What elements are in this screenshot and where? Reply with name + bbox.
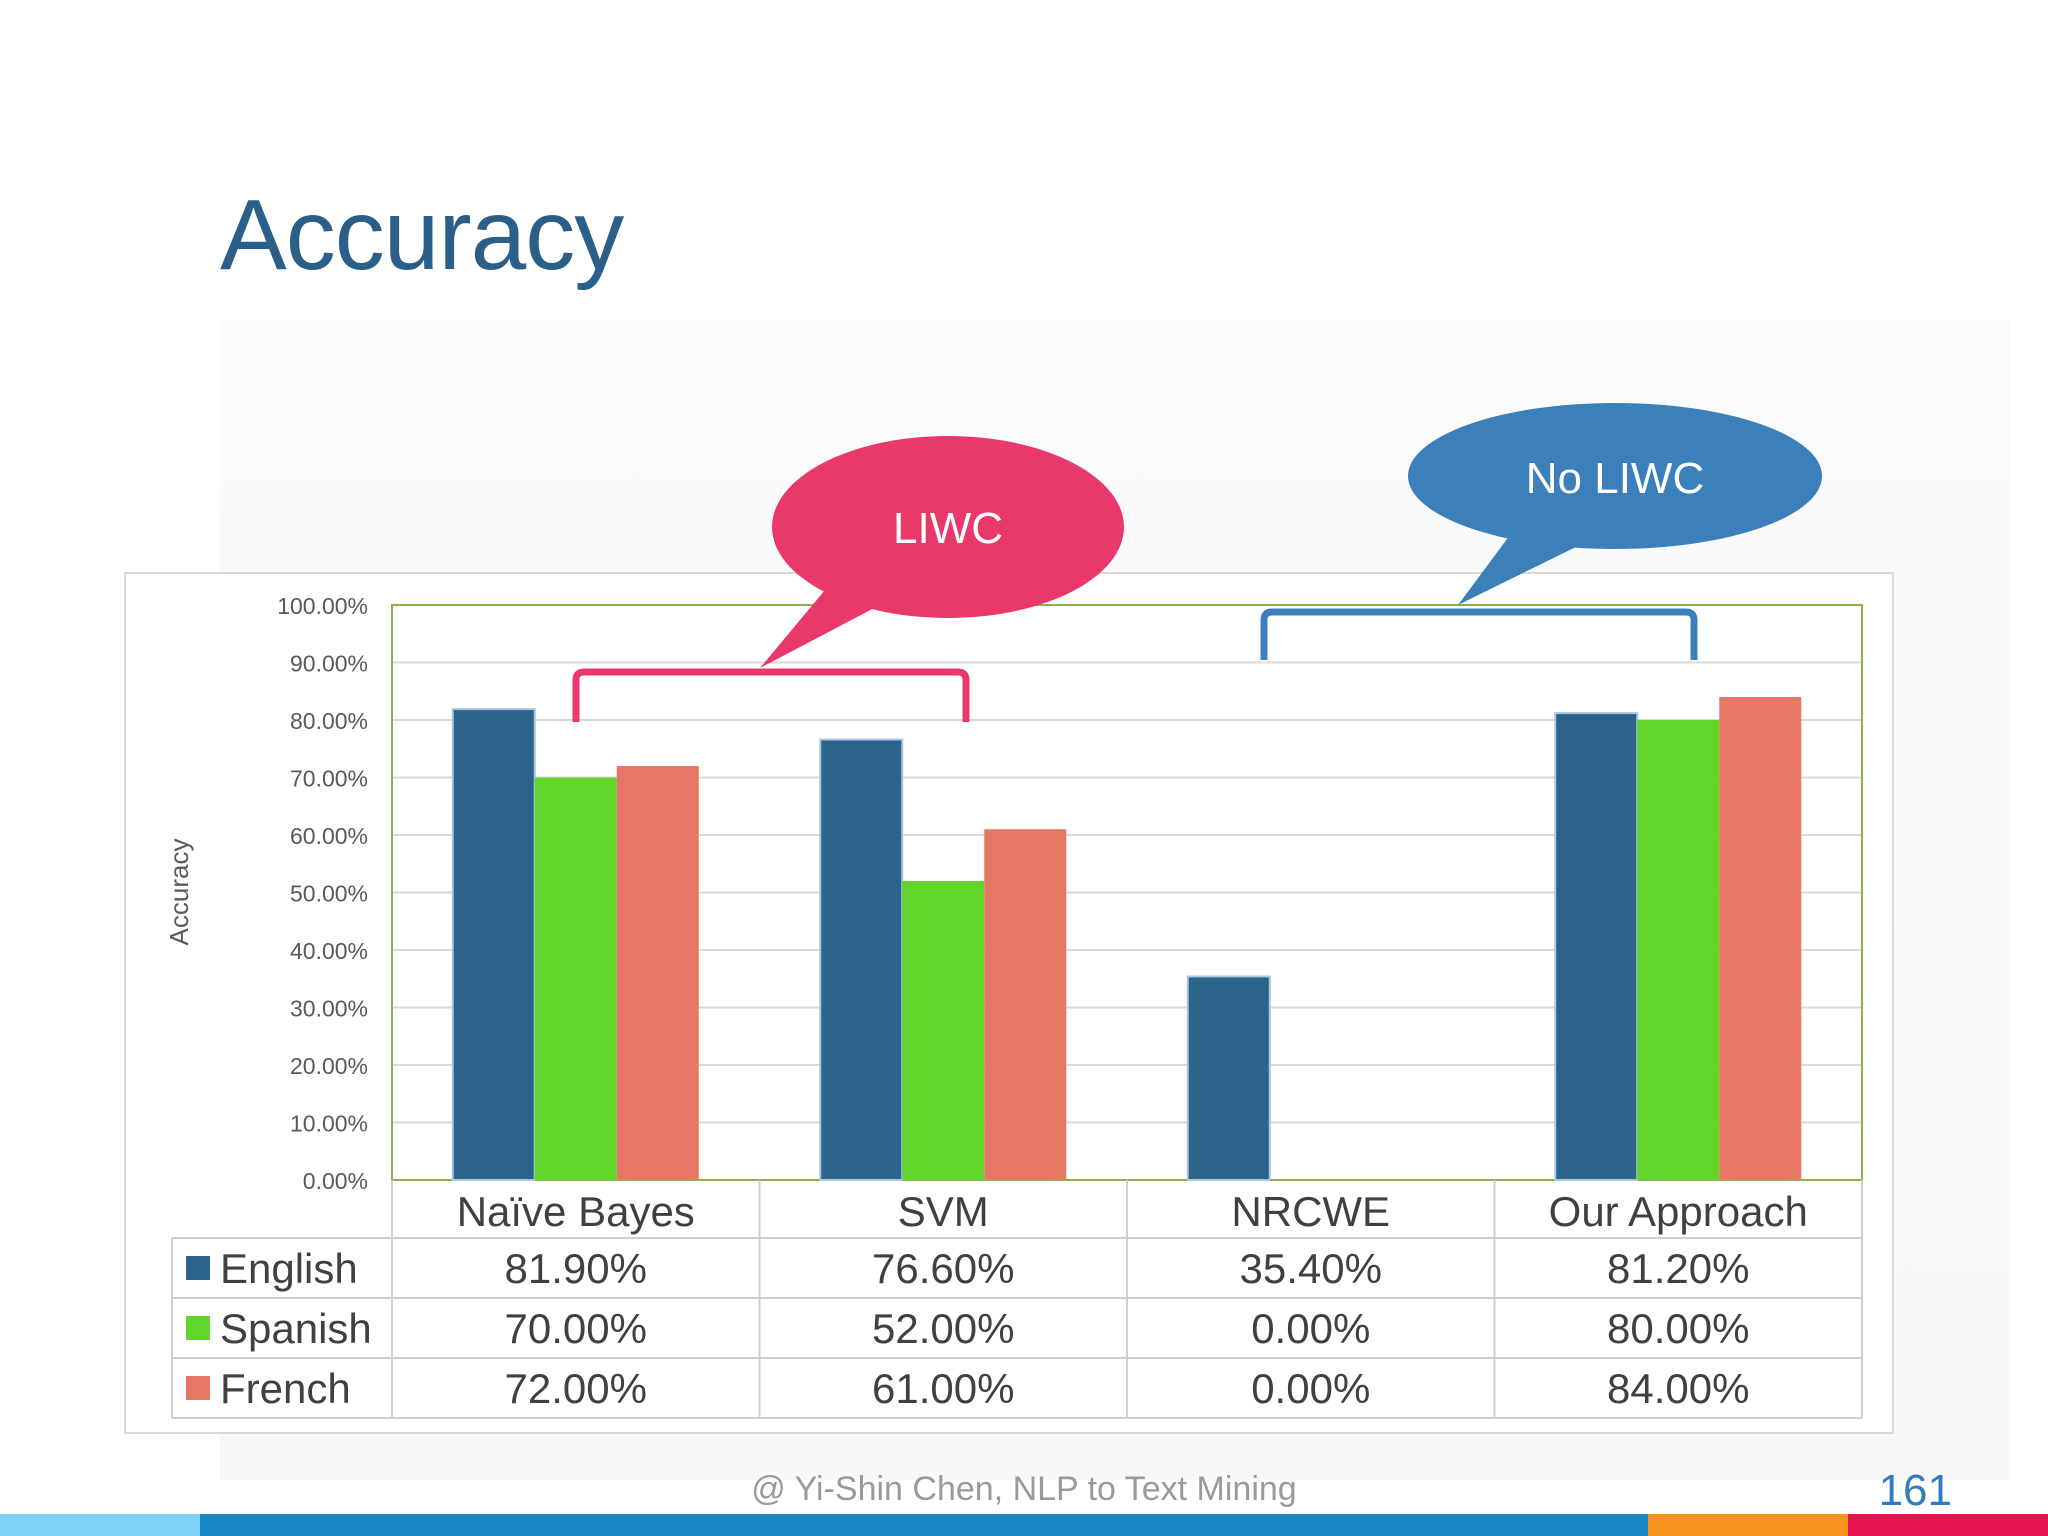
table-cell-value: 70.00% xyxy=(505,1305,647,1352)
y-tick-label: 20.00% xyxy=(290,1053,368,1079)
table-cell-value: 0.00% xyxy=(1251,1365,1370,1412)
y-tick-label: 30.00% xyxy=(290,996,368,1022)
y-tick-label: 0.00% xyxy=(303,1168,368,1194)
bottom-bar-segment xyxy=(1648,1514,1848,1536)
legend-swatch xyxy=(186,1376,210,1400)
category-label: Our Approach xyxy=(1549,1188,1808,1235)
y-tick-label: 70.00% xyxy=(290,766,368,792)
bottom-color-bar xyxy=(0,1514,2048,1536)
bar-spanish xyxy=(534,777,617,1180)
y-tick-label: 10.00% xyxy=(290,1111,368,1137)
no-liwc-callout-bubble xyxy=(1408,403,1822,549)
y-tick-label: 50.00% xyxy=(290,881,368,907)
table-cell-value: 72.00% xyxy=(505,1365,647,1412)
bar-english xyxy=(1186,975,1271,1182)
table-cell-value: 52.00% xyxy=(872,1305,1014,1352)
legend-swatch xyxy=(186,1316,210,1340)
bar-french xyxy=(616,766,699,1180)
page-number: 161 xyxy=(1878,1466,1952,1515)
legend-series-name: French xyxy=(220,1365,351,1412)
y-tick-label: 60.00% xyxy=(290,823,368,849)
category-label: NRCWE xyxy=(1231,1188,1390,1235)
no-liwc-callout-tail xyxy=(1458,535,1580,605)
table-cell-value: 76.60% xyxy=(872,1245,1014,1292)
bar-english xyxy=(1554,712,1639,1181)
bar-french xyxy=(1719,697,1802,1180)
liwc-callout-bubble xyxy=(772,436,1124,618)
bar-spanish xyxy=(1637,720,1720,1180)
table-cell-value: 80.00% xyxy=(1607,1305,1749,1352)
bar-french xyxy=(984,829,1067,1180)
table-cell-value: 84.00% xyxy=(1607,1365,1749,1412)
bar-spanish xyxy=(902,881,985,1180)
bottom-bar-segment xyxy=(0,1514,200,1536)
y-tick-label: 40.00% xyxy=(290,938,368,964)
bottom-bar-segment xyxy=(200,1514,1648,1536)
category-label: SVM xyxy=(898,1188,989,1235)
table-cell-value: 81.20% xyxy=(1607,1245,1749,1292)
table-cell-value: 35.40% xyxy=(1240,1245,1382,1292)
table-cell-value: 81.90% xyxy=(505,1245,647,1292)
y-axis-label: Accuracy xyxy=(164,839,194,946)
slide-title: Accuracy xyxy=(220,179,624,291)
table-cell-value: 0.00% xyxy=(1251,1305,1370,1352)
bar-english xyxy=(451,708,536,1181)
liwc-bracket xyxy=(572,668,970,722)
legend-series-name: Spanish xyxy=(220,1305,372,1352)
liwc-callout-tail xyxy=(760,590,880,668)
bar-english xyxy=(819,738,904,1181)
legend-swatch xyxy=(186,1256,210,1280)
no-liwc-bracket xyxy=(1260,608,1698,660)
bottom-bar-segment xyxy=(1848,1514,2048,1536)
y-tick-label: 100.00% xyxy=(277,593,368,619)
slide-footer: @ Yi-Shin Chen, NLP to Text Mining xyxy=(751,1470,1297,1508)
y-tick-label: 80.00% xyxy=(290,708,368,734)
table-cell-value: 61.00% xyxy=(872,1365,1014,1412)
y-tick-label: 90.00% xyxy=(290,651,368,677)
liwc-callout-label: LIWC xyxy=(893,504,1003,553)
no-liwc-callout-label: No LIWC xyxy=(1526,454,1704,503)
category-label: Naïve Bayes xyxy=(457,1188,695,1235)
legend-series-name: English xyxy=(220,1245,358,1292)
